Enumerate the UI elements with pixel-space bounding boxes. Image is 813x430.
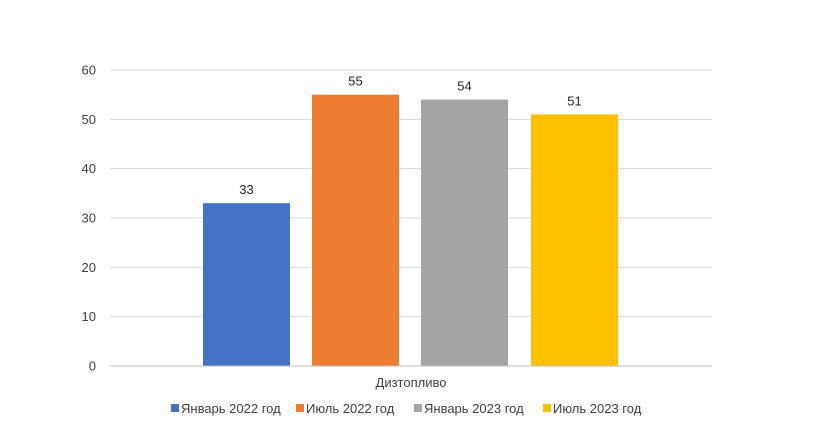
data-labels: 33 55 54 51: [239, 74, 581, 198]
bars: [203, 94, 618, 367]
legend-label-2: Июль 2022 год: [306, 401, 395, 416]
y-tick-label-30: 30: [82, 211, 96, 226]
legend-swatch-3: [414, 404, 422, 412]
data-label-series-3: 54: [457, 79, 471, 94]
legend-item-2: Июль 2022 год: [296, 401, 395, 416]
legend-label-3: Январь 2023 год: [424, 401, 524, 416]
x-axis: Дизтопливо: [110, 365, 712, 390]
y-tick-label-0: 0: [89, 359, 96, 374]
gridlines: [110, 69, 712, 318]
legend-swatch-2: [296, 404, 304, 412]
data-label-series-2: 55: [348, 74, 362, 89]
y-axis-tick-labels: 0 10 20 30 40 50 60: [82, 63, 96, 374]
legend-item-1: Январь 2022 год: [171, 401, 281, 416]
legend-label-4: Июль 2023 год: [553, 401, 642, 416]
legend-swatch-4: [543, 404, 551, 412]
x-category-label: Дизтопливо: [376, 375, 447, 390]
bar-series-1: [203, 203, 290, 366]
legend-item-3: Январь 2023 год: [414, 401, 524, 416]
legend-label-1: Январь 2022 год: [181, 401, 281, 416]
legend-swatch-1: [171, 404, 179, 412]
y-tick-label-60: 60: [82, 63, 96, 78]
y-tick-label-10: 10: [82, 309, 96, 324]
data-label-series-4: 51: [567, 93, 581, 108]
y-tick-label-40: 40: [82, 161, 96, 176]
bar-series-3: [421, 99, 508, 366]
bar-series-2: [312, 94, 399, 367]
data-label-series-1: 33: [239, 182, 253, 197]
bar-series-4: [531, 114, 618, 367]
y-tick-label-50: 50: [82, 112, 96, 127]
legend-item-4: Июль 2023 год: [543, 401, 642, 416]
y-tick-label-20: 20: [82, 260, 96, 275]
legend: Январь 2022 год Июль 2022 год Январь 2023 …: [171, 401, 642, 416]
